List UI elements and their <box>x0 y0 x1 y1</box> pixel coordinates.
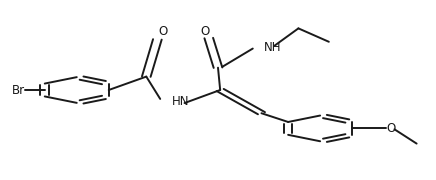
Text: O: O <box>200 25 210 39</box>
Text: HN: HN <box>172 95 190 108</box>
Text: NH: NH <box>264 41 281 54</box>
Text: Br: Br <box>11 84 25 96</box>
Text: O: O <box>158 25 167 39</box>
Text: O: O <box>386 122 395 135</box>
